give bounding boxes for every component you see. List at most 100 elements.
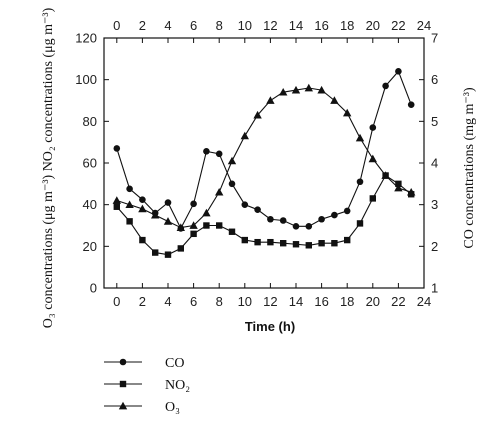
legend-marker-co — [119, 358, 127, 366]
x-tick-label-bottom: 4 — [164, 294, 171, 309]
legend-label-co: CO — [165, 356, 184, 371]
data-point-co — [292, 223, 300, 230]
data-point-no2 — [356, 220, 364, 227]
data-point-o3 — [291, 85, 301, 94]
x-tick-label-bottom: 18 — [340, 294, 354, 309]
x-tick-label-top: 24 — [417, 18, 431, 33]
data-point-o3 — [355, 133, 365, 142]
y-tick-label-left: 120 — [75, 31, 97, 46]
legend-marker-o3 — [118, 401, 128, 410]
y-tick-label-right: 4 — [431, 156, 438, 171]
y-tick-label-right: 5 — [431, 114, 438, 129]
x-tick-label-top: 8 — [216, 18, 223, 33]
data-point-o3 — [304, 83, 313, 92]
x-tick-label-bottom: 20 — [366, 294, 380, 309]
y-tick-label-left: 20 — [83, 239, 97, 254]
y-tick-label-right: 3 — [431, 197, 438, 212]
x-tick-label-top: 0 — [113, 18, 120, 33]
x-tick-label-bottom: 22 — [391, 294, 405, 309]
legend-marker-no2 — [119, 380, 127, 388]
data-point-o3 — [112, 196, 121, 204]
data-point-no2 — [164, 251, 172, 258]
x-tick-label-bottom: 8 — [216, 294, 223, 309]
y-tick-label-left: 80 — [83, 114, 97, 129]
data-point-no2 — [344, 236, 351, 244]
x-axis-title: Time (h) — [245, 319, 295, 334]
data-point-o3 — [138, 204, 147, 213]
data-point-no2 — [216, 222, 223, 229]
data-point-co — [407, 101, 415, 108]
data-point-co — [279, 217, 287, 224]
data-point-o3 — [368, 154, 377, 163]
y-tick-label-right: 1 — [431, 281, 438, 296]
data-point-o3 — [394, 183, 403, 192]
data-point-no2 — [267, 238, 274, 246]
data-point-co — [331, 211, 338, 219]
data-point-no2 — [331, 240, 338, 247]
data-point-co — [139, 196, 146, 203]
x-tick-label-bottom: 24 — [417, 294, 431, 309]
y-tick-label-left: 40 — [83, 197, 97, 212]
data-point-no2 — [228, 228, 236, 235]
data-point-no2 — [369, 195, 376, 202]
data-point-o3 — [189, 221, 198, 229]
x-tick-label-top: 18 — [340, 18, 354, 33]
data-point-no2 — [126, 218, 133, 225]
data-point-no2 — [190, 230, 197, 238]
x-tick-label-bottom: 14 — [289, 294, 303, 309]
data-point-co — [228, 180, 236, 188]
data-point-co — [254, 206, 261, 213]
data-point-o3 — [317, 85, 326, 94]
x-tick-label-bottom: 12 — [263, 294, 277, 309]
data-point-o3 — [381, 171, 390, 179]
x-tick-label-bottom: 10 — [238, 294, 252, 309]
data-point-co — [395, 68, 402, 75]
y-tick-label-right: 6 — [431, 72, 438, 87]
data-point-co — [113, 145, 121, 152]
series-line-o3 — [116, 87, 412, 229]
data-point-co — [369, 124, 377, 131]
data-point-o3 — [125, 200, 134, 209]
legend-label-o3: O₃ — [165, 400, 180, 415]
data-point-co — [382, 82, 389, 90]
data-point-o3 — [266, 96, 275, 104]
data-point-co — [241, 201, 249, 208]
data-point-co — [267, 215, 274, 223]
legend-label-no2: NO₂ — [165, 378, 190, 393]
data-point-o3 — [240, 131, 249, 140]
x-tick-label-top: 2 — [139, 18, 146, 33]
data-point-no2 — [292, 241, 300, 248]
data-point-o3 — [176, 223, 185, 231]
data-point-no2 — [177, 245, 184, 252]
data-point-co — [164, 199, 172, 206]
x-tick-label-bottom: 2 — [139, 294, 146, 309]
data-point-o3 — [227, 156, 237, 165]
x-tick-label-bottom: 16 — [314, 294, 328, 309]
data-point-no2 — [203, 222, 210, 229]
data-point-o3 — [151, 210, 160, 219]
data-point-no2 — [280, 240, 287, 247]
data-point-o3 — [163, 217, 173, 225]
data-point-co — [343, 207, 351, 215]
data-point-o3 — [279, 87, 288, 96]
data-point-o3 — [202, 208, 211, 217]
x-tick-label-bottom: 0 — [113, 294, 120, 309]
legend: CO NO₂ O₃ — [104, 356, 190, 415]
y-tick-label-right: 7 — [431, 31, 438, 46]
data-point-co — [203, 148, 210, 155]
data-point-no2 — [254, 238, 261, 246]
x-tick-label-top: 12 — [263, 18, 277, 33]
y-tick-label-left: 100 — [75, 72, 97, 87]
y-axis-left-title: O₃ concentrations (μg m⁻³) NO₂ concentra… — [41, 7, 56, 328]
data-point-no2 — [139, 236, 146, 244]
data-point-no2 — [113, 203, 120, 210]
y-tick-label-left: 0 — [90, 281, 97, 296]
x-tick-label-top: 14 — [289, 18, 303, 33]
data-point-o3 — [330, 96, 339, 104]
data-point-no2 — [305, 242, 312, 249]
x-tick-label-top: 4 — [164, 18, 171, 33]
data-point-o3 — [407, 187, 416, 196]
data-point-co — [126, 185, 133, 193]
data-point-no2 — [318, 240, 325, 247]
